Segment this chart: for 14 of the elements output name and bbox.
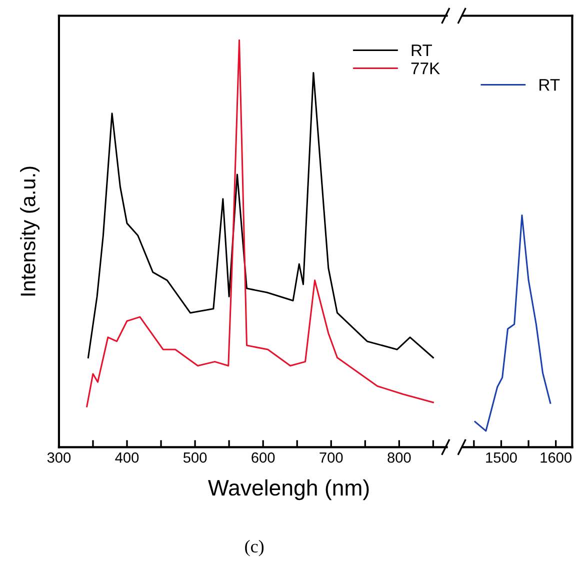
y-axis-title: Intensity (a.u.) <box>20 166 40 296</box>
x-tick-label: 1500 <box>486 452 517 463</box>
x-tick-label: 400 <box>115 452 139 463</box>
legend-label: RT <box>412 44 432 56</box>
x-tick-label: 800 <box>388 452 411 463</box>
x-tick-label: 600 <box>252 452 275 463</box>
text: (c) <box>245 540 264 556</box>
x-tick-label: 700 <box>320 452 343 463</box>
x-tick-label: 300 <box>47 452 71 463</box>
x-axis-title: Wavelengh (nm) <box>208 479 369 500</box>
legend-label: 77K <box>411 62 440 74</box>
x-tick-label: 1600 <box>540 452 572 463</box>
legend-label: RT <box>540 79 560 91</box>
x-tick-label: 500 <box>183 452 207 463</box>
